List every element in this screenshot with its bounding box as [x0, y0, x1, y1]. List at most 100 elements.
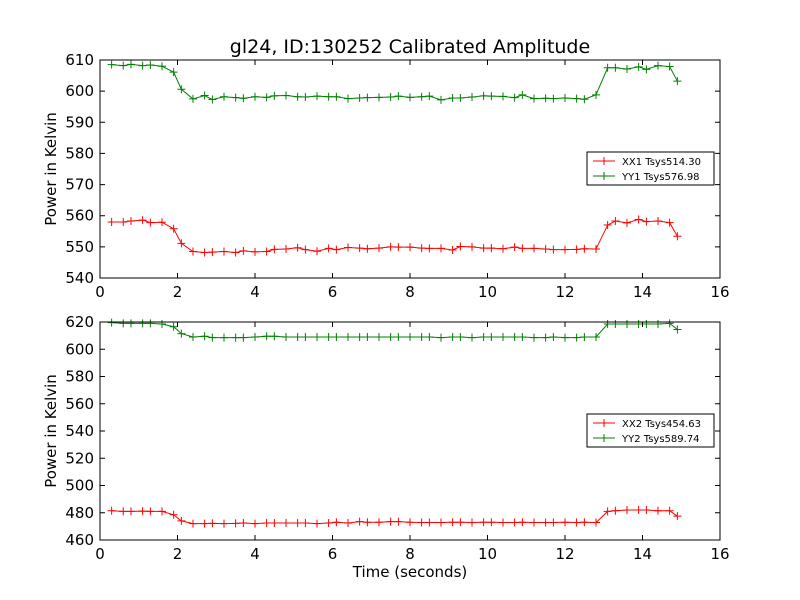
data-point	[665, 506, 674, 515]
data-point	[158, 62, 166, 71]
data-point	[530, 94, 538, 103]
data-point	[208, 95, 217, 104]
data-point	[189, 332, 197, 341]
y-tick-label: 600	[65, 340, 94, 358]
data-point	[456, 332, 465, 341]
y-axis-label: Power in Kelvin	[42, 374, 60, 488]
data-point	[510, 518, 519, 527]
data-point	[580, 332, 589, 341]
data-point	[487, 518, 496, 527]
data-point	[262, 247, 271, 256]
y-tick-label: 540	[65, 269, 94, 287]
x-tick-label: 2	[173, 283, 183, 301]
data-point	[642, 65, 651, 74]
data-point	[208, 333, 217, 342]
data-point	[231, 248, 240, 257]
data-point	[251, 92, 259, 101]
data-point	[541, 518, 550, 527]
data-point	[673, 325, 682, 334]
x-axis-label: Time (seconds)	[352, 563, 468, 581]
y-tick-label: 620	[65, 313, 94, 331]
data-point	[200, 248, 209, 257]
data-point	[119, 319, 128, 328]
data-point	[386, 517, 395, 526]
data-point	[262, 93, 271, 102]
legend-box	[586, 151, 715, 186]
data-point	[603, 221, 612, 230]
data-point	[603, 507, 612, 516]
data-point	[572, 245, 581, 254]
data-point	[510, 243, 519, 252]
data-point	[592, 245, 600, 254]
data-point	[448, 93, 457, 102]
y-tick-label: 550	[65, 238, 94, 256]
data-point	[146, 507, 155, 516]
x-tick-label: 12	[555, 283, 574, 301]
x-tick-label: 6	[328, 545, 338, 563]
data-point	[169, 68, 178, 77]
data-point	[251, 332, 259, 341]
y-tick-label: 590	[65, 113, 94, 131]
y-tick-label: 600	[65, 82, 94, 100]
data-point	[437, 244, 445, 253]
data-point	[189, 519, 197, 528]
data-point	[127, 60, 135, 69]
data-point	[169, 510, 178, 519]
data-point	[355, 244, 364, 253]
data-point	[580, 244, 589, 253]
data-point	[208, 519, 217, 528]
data-point	[561, 518, 569, 527]
legend-swatch	[593, 434, 615, 442]
series-1	[107, 506, 682, 528]
data-point	[386, 242, 395, 251]
data-point	[231, 519, 240, 528]
data-point	[282, 332, 290, 341]
legend-swatch	[593, 172, 615, 180]
data-point	[654, 217, 662, 226]
x-tick-label: 16	[710, 545, 729, 563]
data-point	[468, 333, 476, 342]
data-point	[301, 245, 310, 254]
data-point	[623, 320, 631, 329]
legend-label: YY1 Tsys576.98	[621, 172, 700, 183]
data-point	[417, 518, 426, 527]
data-point	[177, 85, 186, 94]
legend: XX1 Tsys514.30 YY1 Tsys576.98	[586, 151, 715, 186]
x-tick-label: 14	[633, 283, 652, 301]
data-point	[313, 247, 321, 256]
data-point	[169, 224, 178, 233]
data-point	[634, 320, 643, 329]
data-point	[468, 242, 476, 251]
data-point	[146, 60, 155, 69]
data-point	[456, 518, 465, 527]
data-point	[177, 239, 186, 248]
data-point	[363, 332, 372, 341]
data-point	[386, 93, 395, 102]
data-point	[107, 217, 116, 226]
data-point	[220, 333, 228, 342]
data-point	[437, 333, 445, 342]
data-point	[499, 518, 507, 527]
data-point	[282, 91, 290, 100]
data-point	[200, 519, 209, 528]
data-point	[220, 519, 228, 528]
data-point	[107, 60, 116, 69]
legend-label: XX1 Tsys514.30	[622, 157, 701, 168]
data-point	[448, 245, 457, 254]
data-point	[479, 244, 488, 253]
data-point	[344, 518, 352, 527]
data-point	[332, 92, 341, 101]
panel-1: 0 2 4 6 8 10 12 14 16 540 550 560 570 580 590 600 610 Pow…	[42, 51, 730, 301]
data-point	[425, 332, 434, 341]
data-point	[611, 506, 620, 515]
data-point	[344, 243, 352, 252]
data-point	[603, 63, 612, 72]
data-point	[375, 518, 383, 527]
data-point	[200, 332, 209, 341]
data-point	[270, 518, 279, 527]
data-point	[561, 245, 569, 254]
data-point	[293, 243, 302, 252]
data-point	[251, 519, 259, 528]
data-point	[541, 333, 550, 342]
panels: 0 2 4 6 8 10 12 14 16540550560570580590600610Pow…	[42, 51, 730, 581]
